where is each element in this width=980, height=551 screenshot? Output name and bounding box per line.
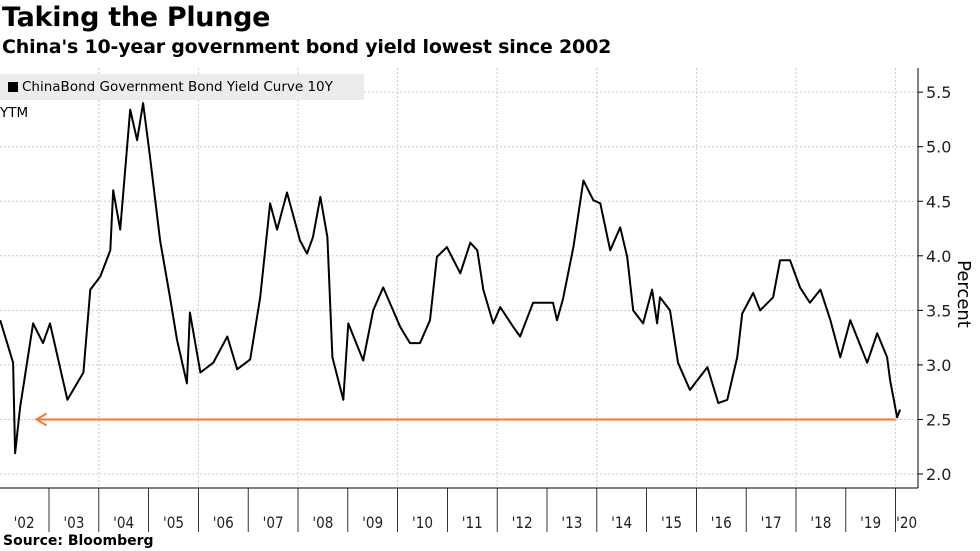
x-tick-label: '03 xyxy=(63,514,84,532)
y-tick-label: 4.0 xyxy=(926,247,951,266)
chart-subtitle: China's 10-year government bond yield lo… xyxy=(2,36,612,58)
y-tick-label: 2.0 xyxy=(926,465,951,484)
y-tick-label: 5.0 xyxy=(926,138,951,157)
source-note: Source: Bloomberg xyxy=(3,533,154,549)
x-tick-label: '12 xyxy=(512,514,533,532)
x-tick-label: '09 xyxy=(362,514,383,532)
legend: ChinaBond Government Bond Yield Curve 10… xyxy=(0,74,364,121)
y-axis-label: Percent xyxy=(953,260,974,328)
x-tick-label: '06 xyxy=(213,514,234,532)
x-tick-label: '20 xyxy=(896,514,917,532)
x-tick-label: '04 xyxy=(113,514,134,532)
x-tick-label: '14 xyxy=(611,514,632,532)
arrow-head-icon xyxy=(34,412,48,427)
annotations xyxy=(34,412,896,427)
x-tick-label: '07 xyxy=(263,514,284,532)
x-tick-label: '11 xyxy=(462,514,483,532)
y-tick-label: 3.5 xyxy=(926,301,951,320)
legend-swatch xyxy=(8,82,18,92)
legend-label: ChinaBond Government Bond Yield Curve 10… xyxy=(0,79,333,121)
x-tick-label: '18 xyxy=(810,514,831,532)
chart-title: Taking the Plunge xyxy=(2,2,271,33)
x-tick-label: '10 xyxy=(412,514,433,532)
y-tick-label: 5.5 xyxy=(926,83,951,102)
x-tick-label: '02 xyxy=(14,514,35,532)
series-marks xyxy=(0,102,902,455)
x-tick-label: '17 xyxy=(761,514,782,532)
axes: 2.0 2.5 3.0 3.5 4.0 4.5 5.0 5.5 '02 '03 '04 '05 '06 '… xyxy=(0,68,951,532)
series-line xyxy=(0,102,902,455)
x-tick-label: '13 xyxy=(561,514,582,532)
y-tick-label: 2.5 xyxy=(926,410,951,429)
x-tick-label: '19 xyxy=(860,514,881,532)
x-tick-label: '15 xyxy=(661,514,682,532)
x-tick-label: '05 xyxy=(163,514,184,532)
x-tick-label: '08 xyxy=(312,514,333,532)
y-tick-label: 3.0 xyxy=(926,356,951,375)
x-tick-label: '16 xyxy=(711,514,732,532)
y-tick-label: 4.5 xyxy=(926,192,951,211)
